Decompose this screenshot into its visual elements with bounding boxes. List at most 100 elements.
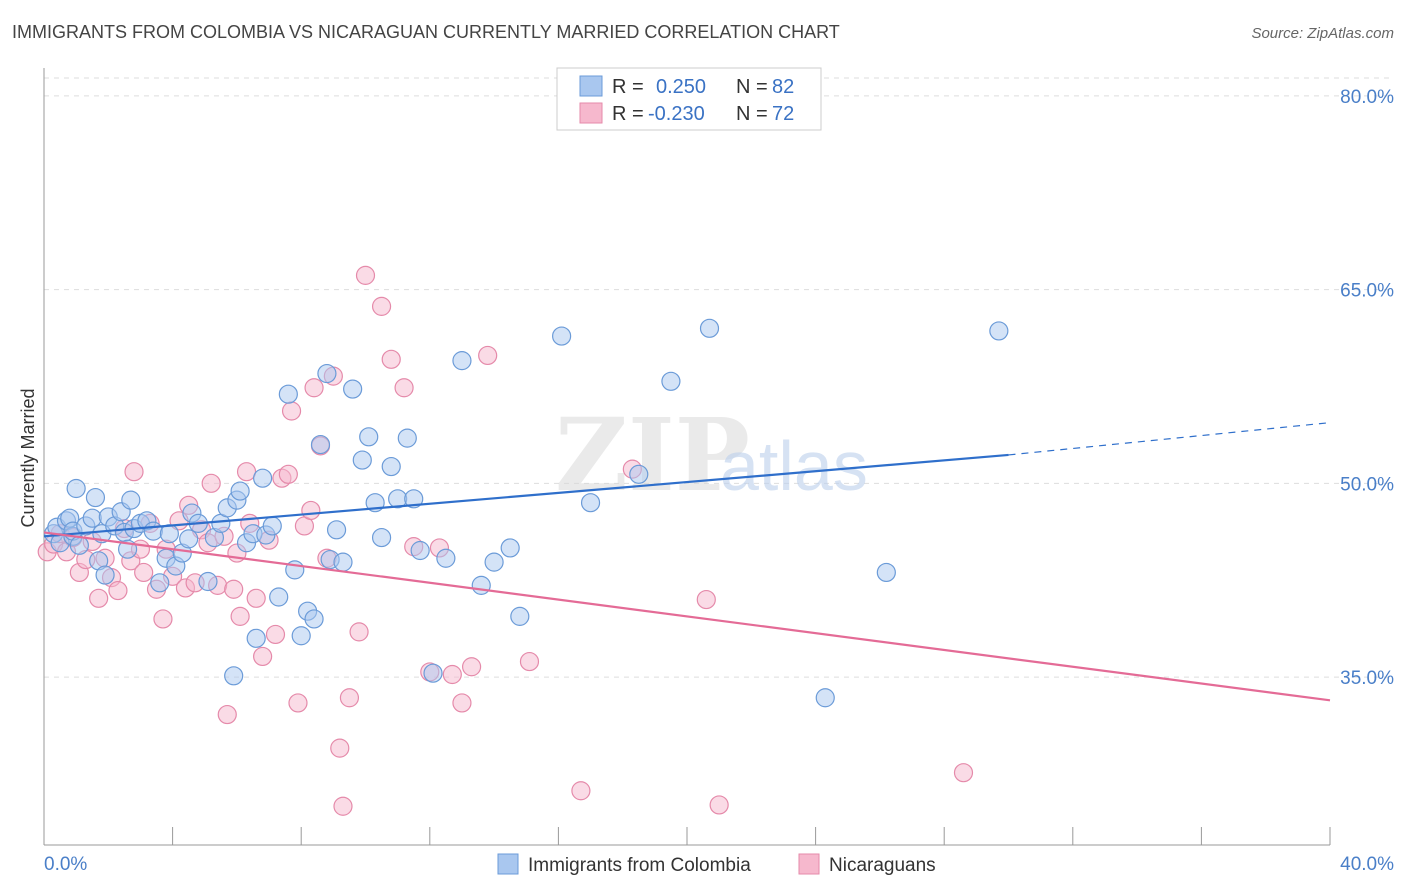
colombia-point [95, 565, 115, 585]
colombia-point [452, 351, 472, 371]
colombia-point [484, 552, 504, 572]
colombia-point [326, 520, 347, 540]
y-axis-label: Currently Married [18, 388, 38, 527]
nicaraguans-point [478, 345, 498, 366]
colombia-point [82, 508, 102, 528]
nicaraguans-point [371, 296, 392, 316]
legend-n-value-2: 72 [772, 103, 794, 125]
nicaraguans-point [246, 588, 266, 608]
colombia-point [333, 552, 353, 572]
watermark-atlas: atlas [720, 427, 868, 505]
colombia-point [500, 538, 520, 558]
colombia-point [989, 321, 1009, 341]
legend-n-label-2: N = [736, 103, 768, 125]
legend-r-value-1: 0.250 [656, 76, 706, 98]
axes [43, 68, 1331, 846]
nicaraguans-point [333, 796, 353, 816]
colombia-point [352, 450, 372, 470]
nicaraguans-trend-line [43, 531, 1331, 702]
colombia-point [580, 493, 601, 513]
colombia-point [629, 464, 649, 484]
nicaraguans-point [124, 462, 144, 482]
y-tick-label: 35.0% [1340, 668, 1394, 689]
nicaraguans-point [236, 462, 257, 482]
colombia-trend-line [43, 453, 1009, 538]
nicaraguans-point [288, 693, 308, 713]
y-tick-label: 50.0% [1340, 474, 1394, 495]
colombia-point [317, 363, 337, 384]
nicaraguans-point [349, 622, 369, 642]
colombia-point [278, 384, 298, 404]
nicaraguans-point [381, 349, 401, 369]
colombia-point [510, 606, 530, 626]
colombia-point [66, 478, 86, 499]
nicaraguans-point [265, 624, 286, 645]
nicaraguans-point [339, 688, 360, 708]
nicaraguans-point [696, 589, 716, 610]
trend-lines [43, 422, 1331, 702]
nicaraguans-point [355, 265, 376, 285]
colombia-point [304, 609, 324, 629]
nicaraguans-point [201, 473, 221, 493]
legend-r-label-1: R = [612, 76, 644, 98]
colombia-point [269, 587, 289, 607]
colombia-point [436, 548, 456, 568]
bottom-legend-swatch-nicaraguans [798, 853, 820, 875]
x-tick-max: 40.0% [1340, 854, 1394, 875]
nicaraguans-point [278, 464, 298, 484]
colombia-point [224, 666, 244, 686]
nicaraguans-point [571, 781, 591, 801]
colombia-point [404, 489, 424, 509]
colombia-point [121, 490, 141, 510]
colombia-point [159, 524, 179, 544]
colombia-point [815, 688, 835, 708]
legend-n-value-1: 82 [772, 76, 794, 98]
colombia-point [343, 379, 363, 399]
chart-title: IMMIGRANTS FROM COLOMBIA VS NICARAGUAN C… [12, 22, 840, 42]
nicaraguans-point [281, 401, 302, 421]
y-tick-label: 80.0% [1340, 87, 1394, 108]
legend-swatch-colombia [579, 75, 603, 97]
colombia-point [397, 428, 417, 448]
colombia-point [552, 326, 572, 346]
legend-n-label-1: N = [736, 76, 768, 98]
nicaraguans-point [253, 646, 273, 667]
gridlines [44, 77, 1394, 678]
nicaraguans-point [709, 795, 729, 815]
colombia-points [44, 318, 1009, 708]
nicaraguans-point [224, 579, 244, 599]
y-tick-labels: 35.0% 50.0% 65.0% 80.0% [1340, 87, 1394, 689]
colombia-point [661, 371, 681, 391]
nicaraguans-point [330, 738, 350, 758]
y-tick-label: 65.0% [1340, 281, 1394, 302]
bottom-legend-label-nicaraguans: Nicaraguans [829, 855, 936, 876]
colombia-point [179, 529, 199, 549]
legend-swatch-nicaraguans [579, 102, 603, 124]
colombia-point [85, 487, 106, 508]
stats-legend: R = 0.250 N = 82 R = -0.230 N = 72 [556, 67, 822, 131]
colombia-point [291, 626, 311, 646]
nicaraguans-point [301, 500, 321, 521]
nicaraguans-point [442, 664, 462, 685]
bottom-legend-label-colombia: Immigrants from Colombia [528, 855, 751, 876]
chart-source: Source: ZipAtlas.com [1251, 25, 1394, 42]
colombia-point [143, 521, 163, 541]
colombia-point [198, 571, 218, 592]
colombia-point [253, 468, 273, 488]
nicaraguans-point [461, 657, 482, 677]
nicaraguans-point [953, 763, 974, 783]
nicaraguans-point [217, 704, 237, 725]
colombia-point [423, 663, 443, 683]
colombia-point [262, 516, 282, 536]
colombia-point [359, 427, 379, 447]
colombia-point [410, 540, 430, 561]
colombia-point [381, 456, 401, 477]
nicaraguans-point [89, 588, 109, 608]
nicaraguans-point [134, 562, 154, 583]
colombia-point [371, 527, 392, 548]
nicaraguans-point [519, 651, 540, 672]
nicaraguans-point [153, 609, 173, 629]
colombia-point [471, 575, 491, 595]
nicaraguans-point [108, 580, 128, 601]
